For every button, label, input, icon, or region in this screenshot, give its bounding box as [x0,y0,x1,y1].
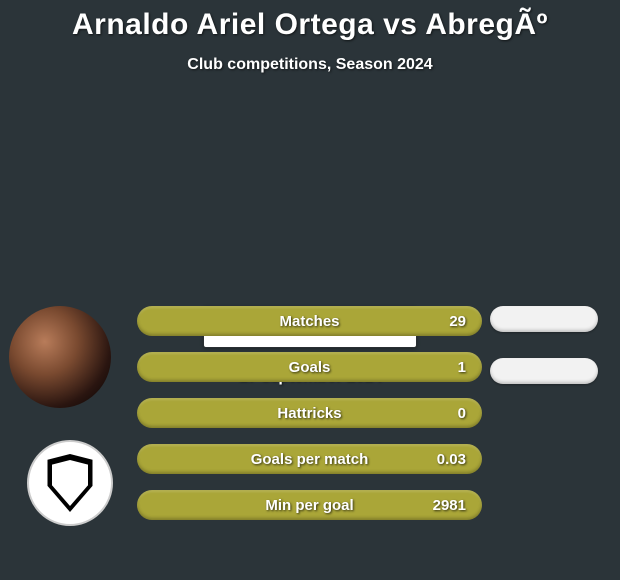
stat-label: Hattricks [277,405,341,422]
stat-row-matches: Matches 29 [137,306,482,336]
player2-stat-oval [490,306,598,332]
stat-row-goals: Goals 1 [137,352,482,382]
stat-bars: Matches 29 Goals 1 Hattricks 0 Goals per… [137,306,482,536]
subtitle: Club competitions, Season 2024 [0,56,620,74]
player1-club-badge [27,440,113,526]
stat-value: 29 [449,313,466,330]
stat-label: Goals [289,359,331,376]
page-title: Arnaldo Ariel Ortega vs AbregÃº [0,0,620,42]
stat-label: Goals per match [251,451,369,468]
stat-label: Min per goal [265,497,353,514]
stat-label: Matches [279,313,339,330]
comparison-content: Matches 29 Goals 1 Hattricks 0 Goals per… [0,306,620,386]
stat-row-hattricks: Hattricks 0 [137,398,482,428]
stat-row-min-per-goal: Min per goal 2981 [137,490,482,520]
stat-value: 0.03 [437,451,466,468]
player2-stat-oval [490,358,598,384]
stat-value: 1 [458,359,466,376]
player1-avatar [9,306,111,408]
stat-value: 0 [458,405,466,422]
stat-row-goals-per-match: Goals per match 0.03 [137,444,482,474]
shield-icon [45,454,95,512]
stat-value: 2981 [433,497,466,514]
